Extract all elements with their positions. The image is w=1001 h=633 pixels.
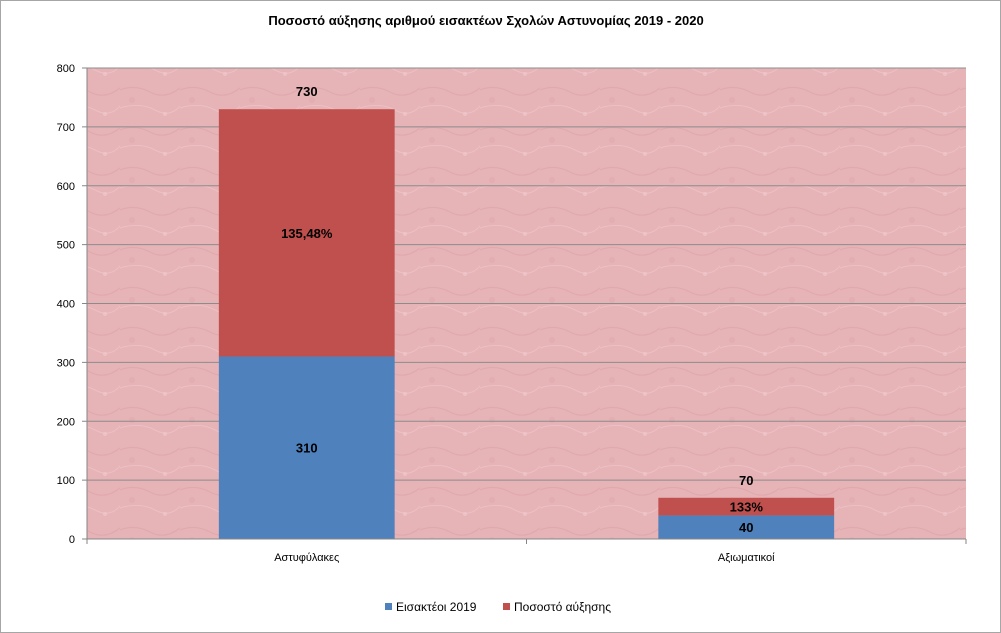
legend-label: Εισακτέοι 2019: [396, 600, 477, 614]
y-axis: 0 100 200 300 400 500 600 700 800: [57, 63, 88, 546]
bar-segment: [218, 356, 395, 539]
chart-title: Ποσοστό αύξησης αριθμού εισακτέων Σχολών…: [268, 13, 703, 28]
data-label: 40: [739, 520, 753, 535]
bar-segment: [218, 109, 395, 357]
data-label: 310: [296, 441, 318, 456]
x-category-label: Αστυφύλακες: [274, 552, 339, 564]
data-label: 135,48%: [281, 226, 333, 241]
y-tick-label: 500: [57, 240, 75, 252]
bars: 310 135,48% 730 40 133% 70: [218, 84, 835, 539]
legend-swatch: [385, 603, 392, 610]
legend-swatch: [503, 603, 510, 610]
legend-label: Ποσοστό αύξησης: [514, 600, 611, 614]
data-label: 133%: [730, 500, 764, 515]
y-tick-label: 100: [57, 475, 75, 487]
y-tick-label: 800: [57, 63, 75, 75]
bar-segment: [658, 515, 835, 539]
x-axis: Αστυφύλακες Αξιωματικοί: [86, 538, 967, 564]
y-tick-label: 0: [69, 534, 75, 546]
y-tick-label: 300: [57, 357, 75, 369]
legend: Εισακτέοι 2019 Ποσοστό αύξησης: [385, 600, 611, 614]
bar-segment: [658, 497, 835, 516]
y-tick-label: 200: [57, 416, 75, 428]
x-category-label: Αξιωματικοί: [718, 552, 775, 564]
y-tick-label: 400: [57, 299, 75, 311]
total-label: 70: [739, 473, 753, 488]
y-tick-label: 700: [57, 122, 75, 134]
total-label: 730: [296, 84, 318, 99]
y-tick-label: 600: [57, 181, 75, 193]
